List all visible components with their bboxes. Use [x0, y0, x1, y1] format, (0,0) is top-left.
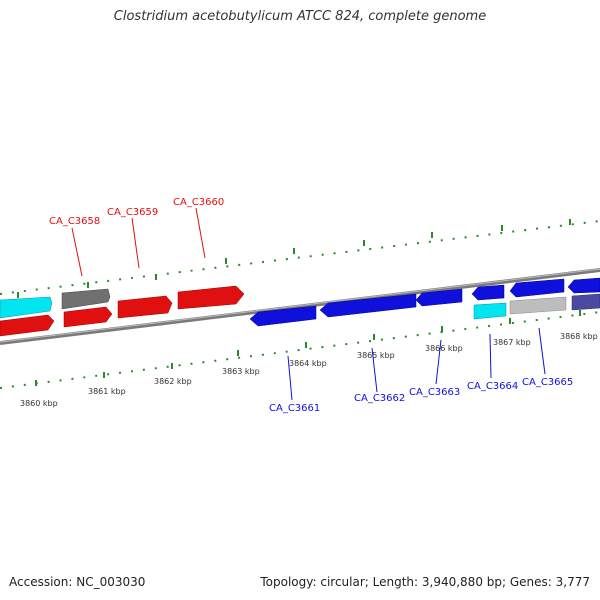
purple-feature[interactable] — [571, 293, 600, 311]
gene-arrow-ca-c3663[interactable] — [415, 288, 463, 307]
kbp-label-3868: 3868 kbp — [560, 332, 598, 341]
cyan-feature-upper[interactable] — [0, 296, 53, 319]
gene-arrow-ca-c3660[interactable] — [177, 285, 245, 310]
gene-arrow-red-left[interactable] — [0, 314, 55, 337]
gene-label-ca-c3665[interactable]: CA_C3665 — [522, 377, 573, 388]
light-gray-feature[interactable] — [509, 296, 567, 315]
kbp-label-3863: 3863 kbp — [222, 367, 260, 376]
genome-backbone-highlight — [0, 268, 600, 343]
gene-label-ca-c3660[interactable]: CA_C3660 — [173, 197, 224, 208]
gene-label-ca-c3664[interactable]: CA_C3664 — [467, 381, 518, 392]
lower-major-ticks — [35, 310, 581, 386]
kbp-label-3862: 3862 kbp — [154, 377, 192, 386]
genome-title: Clostridium acetobutylicum ATCC 824, com… — [113, 9, 487, 24]
kbp-label-3860: 3860 kbp — [20, 399, 58, 408]
gene-arrow-ca-c3661[interactable] — [249, 305, 317, 327]
upper-tick-track — [0, 220, 600, 295]
gene-arrow-ca-c3662[interactable] — [319, 293, 417, 318]
gene-label-ca-c3658[interactable]: CA_C3658 — [49, 216, 100, 227]
genome-summary-text: Topology: circular; Length: 3,940,880 bp… — [260, 575, 590, 589]
kbp-label-3867: 3867 kbp — [493, 338, 531, 347]
gene-label-ca-c3661[interactable]: CA_C3661 — [269, 403, 320, 414]
gene-label-ca-c3662[interactable]: CA_C3662 — [354, 393, 405, 404]
gene-arrow-ca-c3659-upper[interactable] — [117, 295, 173, 319]
forward-label-leaders — [71, 207, 206, 277]
gene-arrow-ca-c3665[interactable] — [509, 278, 565, 298]
gray-feature-upper[interactable] — [61, 288, 111, 310]
gene-arrow-blue-right[interactable] — [567, 277, 600, 294]
kbp-label-3861: 3861 kbp — [88, 387, 126, 396]
kbp-label-3866: 3866 kbp — [425, 344, 463, 353]
gene-arrow-ca-c3658[interactable] — [63, 306, 113, 328]
kbp-label-3864: 3864 kbp — [289, 359, 327, 368]
reverse-label-leaders — [287, 327, 546, 401]
gene-label-ca-c3663[interactable]: CA_C3663 — [409, 387, 460, 398]
genome-backbone — [0, 268, 600, 345]
kbp-label-3865: 3865 kbp — [357, 351, 395, 360]
gene-arrow-ca-c3664[interactable] — [471, 284, 505, 301]
gene-label-ca-c3659[interactable]: CA_C3659 — [107, 207, 158, 218]
cyan-feature-lower[interactable] — [473, 302, 507, 320]
accession-text: Accession: NC_003030 — [9, 575, 146, 589]
upper-major-ticks — [17, 219, 571, 298]
